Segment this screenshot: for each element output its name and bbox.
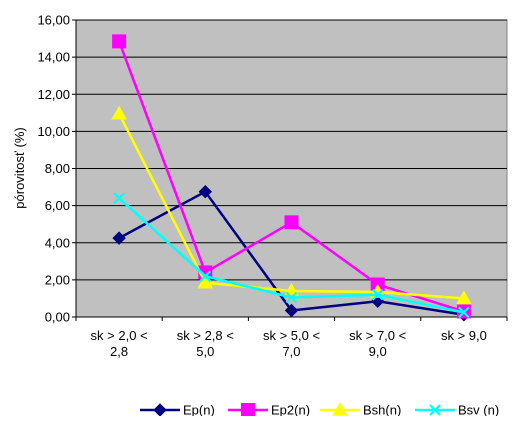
gridlines — [76, 19, 507, 281]
legend-marker — [332, 401, 348, 416]
legend-label: Bsh(n) — [363, 403, 401, 417]
x-tick-label: sk > 7,0 <9,0 — [349, 328, 406, 359]
data-point — [285, 291, 298, 304]
data-point — [197, 274, 214, 289]
legend-item: Bsv (n) — [415, 403, 499, 418]
y-tick-label: 14,00 — [37, 50, 70, 65]
data-point — [112, 34, 127, 49]
y-axis-ticks: 0,00 2,00 4,00 6,00 8,00 10,00 12,00 14,00 16,00 — [37, 13, 76, 325]
legend: Ep(n) Ep2(n) Bsh(n) Bsv (n) — [140, 401, 499, 418]
x-tick-label: sk > 9,0 — [441, 328, 487, 343]
y-tick-label: 12,00 — [37, 87, 70, 102]
legend-marker — [429, 404, 441, 416]
y-axis-title: pórovitosť (%) — [12, 127, 27, 208]
y-tick-label: 10,00 — [37, 124, 70, 139]
data-point — [371, 288, 384, 301]
legend-label: Ep(n) — [183, 403, 215, 417]
data-point — [456, 290, 472, 305]
y-tick-label: 0,00 — [45, 310, 70, 325]
data-point — [198, 184, 213, 199]
y-tick-label: 6,00 — [45, 198, 70, 213]
y-tick-label: 16,00 — [37, 13, 70, 28]
data-point — [458, 306, 470, 319]
x-tick-label: sk > 2,8 <5,0 — [177, 328, 234, 359]
series-layer — [111, 34, 472, 322]
legend-marker — [241, 403, 255, 417]
data-point — [111, 105, 127, 120]
x-axis-ticks: sk > 2,0 <2,8 sk > 2,8 <5,0 sk > 5,0 <7,0 s… — [75, 317, 508, 359]
legend-label: Ep2(n) — [271, 403, 310, 417]
y-tick-label: 2,00 — [45, 272, 70, 287]
data-point — [284, 215, 299, 230]
x-tick-label: sk > 5,0 <7,0 — [263, 328, 320, 359]
data-point — [199, 270, 212, 282]
series-4 — [113, 192, 470, 319]
legend-item: Ep(n) — [140, 403, 215, 418]
legend-label: Bsv (n) — [458, 403, 499, 417]
legend-item: Ep2(n) — [228, 403, 310, 418]
legend-item: Bsh(n) — [320, 401, 401, 418]
x-tick-label: sk > 2,0 <2,8 — [91, 328, 148, 359]
data-point — [284, 303, 299, 318]
data-point — [112, 231, 126, 245]
data-point — [113, 192, 125, 204]
y-tick-label: 4,00 — [45, 235, 70, 250]
y-tick-label: 8,00 — [45, 161, 70, 176]
